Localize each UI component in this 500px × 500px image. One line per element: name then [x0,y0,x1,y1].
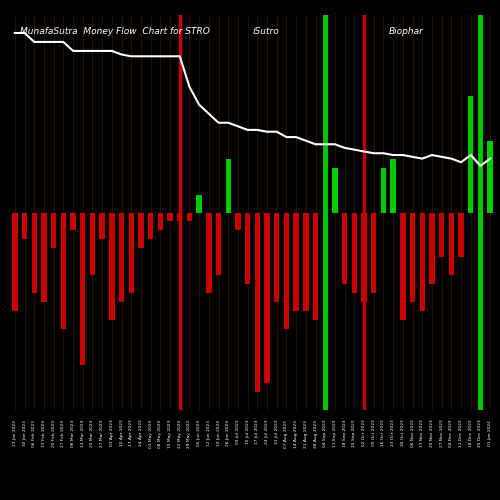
Text: MunafaSutra  Money Flow  Chart for STRO: MunafaSutra Money Flow Chart for STRO [20,27,210,36]
Bar [478,212,483,230]
Bar [274,212,280,302]
Bar [187,212,192,222]
Bar [254,212,260,392]
Bar [22,212,27,240]
Bar [468,96,473,212]
Bar [420,212,425,311]
Bar [342,212,347,284]
Bar [430,212,434,284]
Bar [128,212,134,294]
Bar [119,212,124,302]
Bar [313,212,318,320]
Bar [458,212,464,258]
Bar [109,212,114,320]
Bar [448,212,454,276]
Text: iSutro: iSutro [252,27,279,36]
Bar [352,212,357,294]
Bar [303,212,308,311]
Bar [381,168,386,212]
Bar [236,212,240,230]
Bar [206,212,212,294]
Bar [177,212,182,222]
Bar [148,212,154,240]
Bar [90,212,95,276]
Bar [362,212,366,302]
Bar [168,212,172,222]
Bar [216,212,221,276]
Text: Biophar: Biophar [388,27,423,36]
Bar [488,140,493,212]
Bar [80,212,86,365]
Bar [410,212,415,302]
Bar [70,212,76,230]
Bar [138,212,143,248]
Bar [12,212,18,311]
Bar [390,158,396,212]
Bar [60,212,66,329]
Bar [322,212,328,302]
Bar [400,212,406,320]
Bar [32,212,37,294]
Bar [439,212,444,258]
Bar [294,212,299,311]
Bar [100,212,105,240]
Bar [158,212,163,230]
Bar [196,194,202,212]
Bar [332,168,338,212]
Bar [51,212,57,248]
Bar [371,212,376,294]
Bar [245,212,250,284]
Bar [226,158,231,212]
Bar [284,212,289,329]
Bar [264,212,270,383]
Bar [42,212,46,302]
